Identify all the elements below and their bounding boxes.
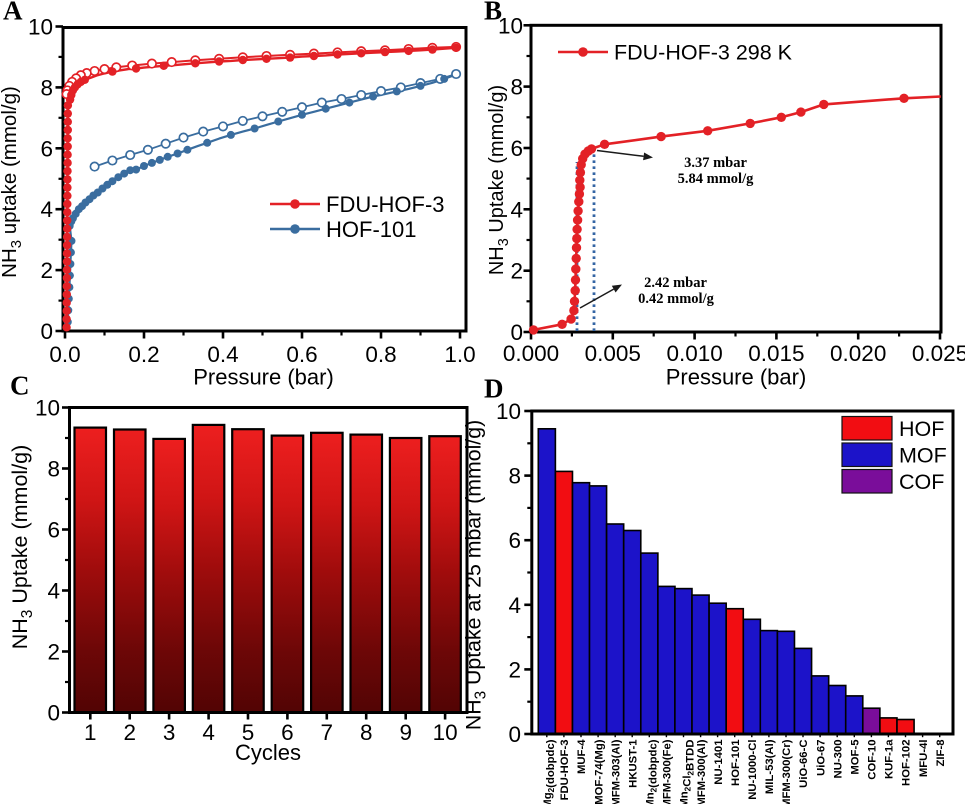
svg-text:6: 6 [40,136,53,161]
svg-text:9: 9 [399,720,412,745]
svg-text:2: 2 [508,657,521,682]
svg-text:2: 2 [123,720,136,745]
svg-text:3: 3 [163,720,176,745]
svg-text:C: C [10,371,30,401]
svg-text:8: 8 [360,720,373,745]
svg-text:FDU-HOF-3: FDU-HOF-3 [559,740,571,801]
svg-text:COF-10: COF-10 [867,740,879,780]
svg-text:NU-1401: NU-1401 [713,740,725,785]
svg-text:D: D [484,373,504,403]
svg-text:KUF-1a: KUF-1a [884,739,896,779]
svg-text:4: 4 [202,720,215,745]
svg-text:4: 4 [510,197,523,222]
svg-text:Pressure (bar): Pressure (bar) [666,365,807,390]
svg-text:UiO-67: UiO-67 [815,740,827,776]
svg-text:MOF: MOF [899,444,947,468]
svg-text:0.42 mmol/g: 0.42 mmol/g [638,291,714,307]
svg-text:MFM-300(Cr): MFM-300(Cr) [781,739,793,804]
svg-text:MFM-300(Fe): MFM-300(Fe) [662,739,674,804]
svg-text:7: 7 [321,720,334,745]
svg-text:10: 10 [496,399,521,424]
svg-text:3.37 mbar: 3.37 mbar [684,155,747,171]
svg-text:4: 4 [40,197,53,222]
svg-text:0: 0 [508,722,521,747]
svg-text:ZIF-8: ZIF-8 [935,740,947,767]
svg-text:0.010: 0.010 [666,341,722,366]
svg-text:Pressure (bar): Pressure (bar) [193,365,334,390]
svg-text:8: 8 [508,464,521,489]
svg-text:6: 6 [281,720,294,745]
svg-text:1: 1 [84,720,97,745]
svg-text:MIL-53(Al): MIL-53(Al) [764,739,776,794]
svg-text:0.000: 0.000 [503,341,559,366]
svg-text:8: 8 [40,75,53,100]
svg-text:MFM-300(Al): MFM-300(Al) [696,739,708,804]
svg-text:MOF-74(Mg): MOF-74(Mg) [593,739,605,804]
svg-text:6: 6 [47,518,60,543]
svg-text:0.8: 0.8 [365,342,396,367]
svg-text:4: 4 [508,593,521,618]
svg-text:0.2: 0.2 [128,342,159,367]
svg-text:B: B [484,0,502,26]
svg-text:MUF-4: MUF-4 [576,739,588,774]
svg-text:0: 0 [510,320,523,345]
svg-text:Cycles: Cycles [235,740,301,765]
svg-text:10: 10 [433,720,458,745]
svg-text:2.42 mbar: 2.42 mbar [644,275,707,291]
svg-text:8: 8 [510,75,523,100]
svg-text:FDU-HOF-3 298 K: FDU-HOF-3 298 K [614,41,793,65]
svg-text:MOF-5: MOF-5 [850,740,862,775]
svg-text:0.4: 0.4 [207,342,238,367]
svg-text:MFM-303(Al): MFM-303(Al) [610,739,622,804]
svg-text:0.0: 0.0 [49,342,80,367]
svg-text:0.015: 0.015 [748,341,804,366]
svg-text:10: 10 [35,396,60,421]
svg-text:1.0: 1.0 [444,342,475,367]
svg-text:2: 2 [40,258,53,283]
svg-text:HKUST-1: HKUST-1 [627,740,639,788]
svg-text:10: 10 [28,15,53,40]
svg-text:NH3 Uptake (mmol/g): NH3 Uptake (mmol/g) [486,85,512,275]
svg-text:NU-1000-Cl: NU-1000-Cl [747,740,759,800]
svg-text:NH3 Uptake at 25 mbar (mmol/g): NH3 Uptake at 25 mbar (mmol/g) [462,420,490,730]
svg-text:HOF-102: HOF-102 [901,740,913,786]
svg-text:2: 2 [510,259,523,284]
svg-text:4: 4 [47,579,60,604]
svg-text:0.020: 0.020 [830,341,886,366]
svg-text:5: 5 [242,720,255,745]
svg-text:6: 6 [510,136,523,161]
svg-text:NU-300: NU-300 [832,740,844,779]
svg-text:MFU-4l: MFU-4l [918,740,930,778]
svg-text:COF: COF [899,470,944,494]
svg-text:10: 10 [498,13,523,38]
svg-text:HOF-101: HOF-101 [730,740,742,786]
svg-text:UiO-66-C: UiO-66-C [798,740,810,788]
svg-text:FDU-HOF-3: FDU-HOF-3 [326,192,445,217]
svg-text:0: 0 [40,319,53,344]
svg-text:A: A [3,0,23,26]
svg-text:5.84 mmol/g: 5.84 mmol/g [678,171,754,187]
svg-text:0.6: 0.6 [286,342,317,367]
svg-text:2: 2 [47,640,60,665]
svg-text:HOF-101: HOF-101 [326,217,416,242]
svg-text:6: 6 [508,528,521,553]
svg-text:0: 0 [47,701,60,726]
svg-text:8: 8 [47,457,60,482]
svg-text:0.025: 0.025 [912,341,965,366]
svg-text:0.005: 0.005 [585,341,641,366]
svg-text:NH3 Uptake (mmol/g): NH3 Uptake (mmol/g) [8,445,36,650]
svg-text:HOF: HOF [899,417,944,441]
